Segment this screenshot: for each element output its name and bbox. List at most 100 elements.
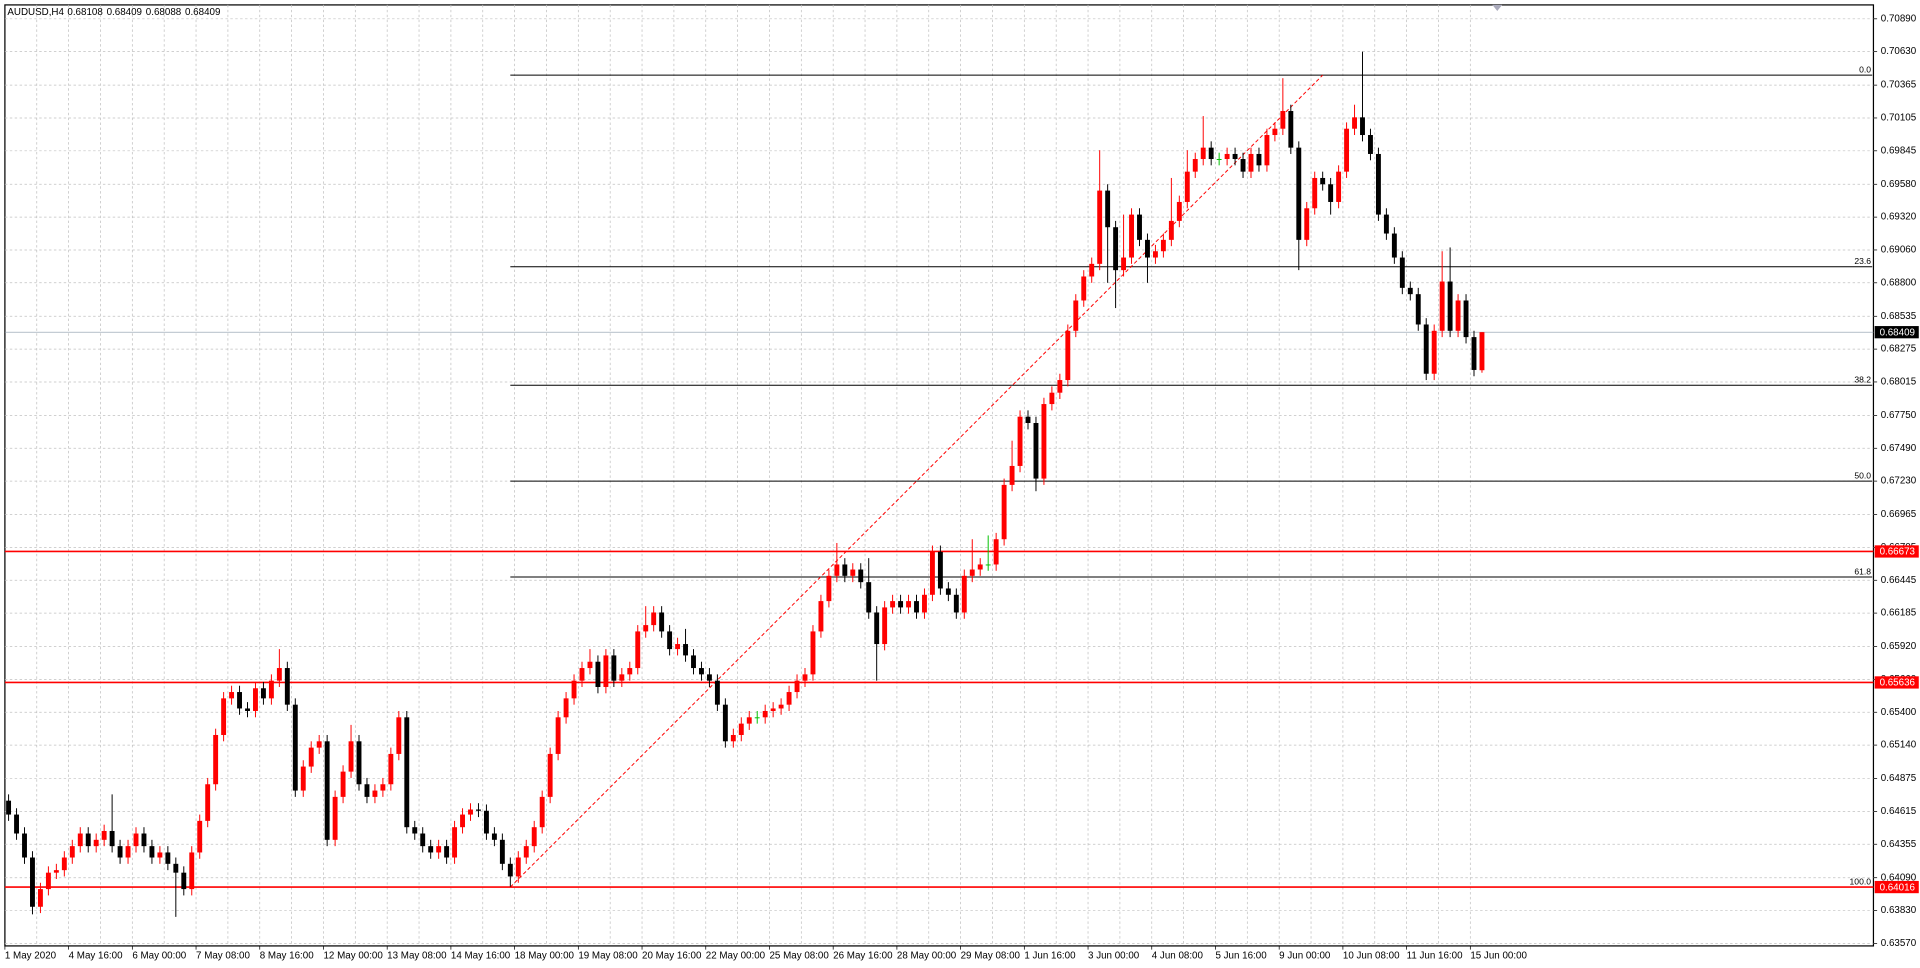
y-tick-label: 0.64875 <box>1881 773 1917 784</box>
candle-body <box>898 601 904 608</box>
candle-body <box>1368 135 1373 154</box>
x-tick-label: 12 May 00:00 <box>323 950 383 961</box>
x-tick-label: 18 May 00:00 <box>515 950 575 961</box>
candle-body <box>1248 153 1254 172</box>
candle-body <box>1152 251 1158 258</box>
candle-body <box>890 601 896 608</box>
candle-body <box>460 814 465 828</box>
candle-body <box>1336 171 1342 202</box>
candle-body <box>961 575 967 613</box>
fib-label: 50.0 <box>1854 470 1871 480</box>
candle-body <box>205 784 211 821</box>
candle-body <box>1160 239 1166 252</box>
candle-body <box>643 625 649 632</box>
candle-body <box>1224 153 1230 160</box>
plot-frame <box>4 4 1875 947</box>
candle-body <box>1033 423 1039 479</box>
candle-body <box>1065 330 1071 381</box>
candle-body <box>1017 416 1023 466</box>
candle-body <box>914 601 919 613</box>
last-high: 0.68409 <box>107 7 142 18</box>
candle-body <box>141 833 147 847</box>
y-tick-label: 0.69580 <box>1881 179 1917 190</box>
candle-body <box>1463 300 1469 338</box>
candle-body <box>499 839 505 864</box>
candle-body <box>1232 153 1238 160</box>
candle-body <box>539 796 545 828</box>
candle-body <box>1049 392 1055 405</box>
y-tick-label: 0.69320 <box>1881 212 1917 223</box>
candle-body <box>149 846 155 858</box>
fib-label: 23.6 <box>1854 256 1871 266</box>
price-tag: 0.65636 <box>1880 678 1916 689</box>
candle-body <box>754 717 760 719</box>
price-tag-bg <box>1874 676 1919 689</box>
y-tick-label: 0.68535 <box>1881 311 1917 322</box>
x-tick-label: 4 Jun 08:00 <box>1152 950 1204 961</box>
y-tick-label: 0.65400 <box>1881 707 1917 718</box>
candle-body <box>1192 159 1198 172</box>
candle-body <box>101 830 107 840</box>
candle-body <box>619 674 625 681</box>
candle-body <box>22 833 27 858</box>
candle-body <box>1423 324 1429 374</box>
candle-body <box>929 551 935 595</box>
x-tick-label: 28 May 00:00 <box>897 950 957 961</box>
candle-body <box>906 601 911 608</box>
shift-marker[interactable] <box>1492 4 1503 12</box>
candle-body <box>1113 227 1119 271</box>
candle-body <box>1312 177 1318 209</box>
fib-label: 61.8 <box>1854 566 1871 576</box>
candle-body <box>1391 233 1397 258</box>
candle-body <box>404 717 410 828</box>
candle-body <box>1057 380 1063 393</box>
x-tick-label: 20 May 16:00 <box>642 950 702 961</box>
price-tag-bg <box>1874 880 1919 894</box>
x-tick-label: 29 May 08:00 <box>961 950 1021 961</box>
candle-body <box>45 872 51 890</box>
candle-body <box>1479 332 1485 371</box>
price-tag: 0.66673 <box>1880 547 1916 558</box>
x-tick-label: 13 May 08:00 <box>387 950 447 961</box>
x-tick-label: 1 Jun 16:00 <box>1024 950 1076 961</box>
y-tick-label: 0.69845 <box>1881 145 1917 156</box>
candle-body <box>1272 128 1278 136</box>
candle-body <box>245 708 250 711</box>
candle-body <box>483 810 489 834</box>
x-tick-label: 22 May 00:00 <box>706 950 766 961</box>
x-tick-label: 6 May 00:00 <box>132 950 186 961</box>
chart-layer: 0.70890 0.70630 0.70365 0.70105 0.69845 0.695… <box>4 4 1919 961</box>
candle-body <box>699 668 704 675</box>
candle-body <box>364 784 370 797</box>
candle-body <box>1216 159 1222 160</box>
candle-body <box>515 857 521 877</box>
x-tick-label: 11 Jun 16:00 <box>1407 950 1463 961</box>
y-tick-label: 0.64615 <box>1881 806 1917 817</box>
candle-body <box>874 612 880 645</box>
candle-body <box>1375 153 1381 215</box>
candle-body <box>372 790 378 797</box>
fib-label: 0.0 <box>1859 65 1871 75</box>
candle-body <box>842 564 848 576</box>
candle-body <box>579 668 585 681</box>
candle-body <box>730 734 736 742</box>
candle-body <box>969 569 975 576</box>
candle-body <box>922 594 927 613</box>
candle-body <box>587 661 593 669</box>
candle-body <box>133 833 139 847</box>
last-low: 0.68088 <box>146 7 182 18</box>
x-tick-label: 8 May 16:00 <box>260 950 314 961</box>
candle-body <box>1328 184 1334 202</box>
candle-body <box>595 661 601 687</box>
candle-body <box>396 717 402 754</box>
candle-body <box>945 588 951 595</box>
x-tick-label: 10 Jun 08:00 <box>1343 950 1400 961</box>
y-tick-label: 0.70365 <box>1881 80 1917 91</box>
candle-body <box>420 833 426 847</box>
candle-body <box>61 857 67 871</box>
candle-body <box>1256 153 1262 166</box>
candle-body <box>221 698 227 735</box>
candle-body <box>786 692 792 705</box>
candle-body <box>237 692 242 709</box>
